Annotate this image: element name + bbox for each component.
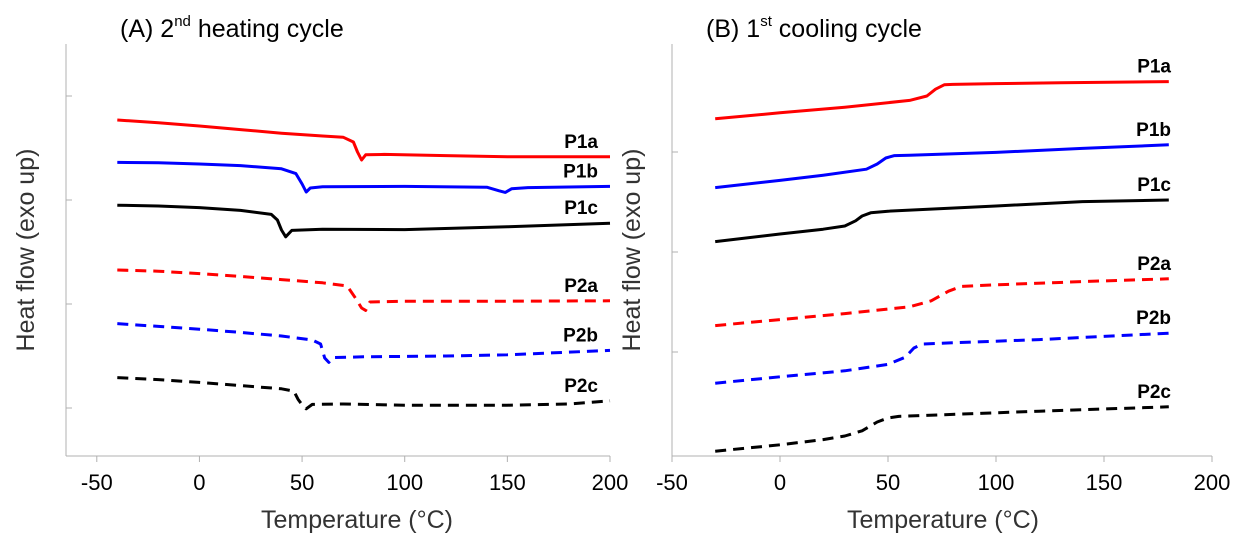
panel-a-heating-chart: (A) 2nd heating cycle -50 0 50 100 150 200 P1… xyxy=(12,13,628,534)
series-line-p2a xyxy=(715,277,1169,328)
panel-a-y-axis-label: Heat flow (exo up) xyxy=(12,149,40,352)
panel-a-x-tick-label: 150 xyxy=(489,470,526,495)
panel-b-series: P1a P1b P1c P2a P2b P2c xyxy=(715,57,1171,453)
panel-a-x-ticks: -50 0 50 100 150 200 xyxy=(81,456,628,495)
panel-a-x-tick-label: -50 xyxy=(81,470,113,495)
panel-a-series: P1a P1b P1c P2a P2b P2c xyxy=(117,118,611,411)
series-line-p2b xyxy=(715,331,1169,385)
series-line-p1c xyxy=(715,198,1169,244)
series-label-p2b: P2b xyxy=(1136,308,1171,329)
panel-b-x-tick-label: 0 xyxy=(774,470,786,495)
panel-b-x-tick-label: 50 xyxy=(876,470,900,495)
panel-a-x-tick-label: 200 xyxy=(592,470,629,495)
series-label-p2a: P2a xyxy=(564,276,598,297)
series-line-p1a xyxy=(117,118,610,162)
series-line-p1c xyxy=(117,203,611,239)
series-line-p1b xyxy=(715,143,1169,190)
panel-a-x-axis-label: Temperature (°C) xyxy=(261,506,453,534)
panel-b-x-ticks: -50 0 50 100 150 200 xyxy=(656,456,1230,495)
panel-b-title: (B) 1st cooling cycle xyxy=(706,13,922,43)
series-line-p2a xyxy=(117,268,611,312)
panel-a-axes xyxy=(65,44,610,457)
panel-a-title: (A) 2nd heating cycle xyxy=(120,13,344,43)
panel-a-y-ticks xyxy=(66,95,72,409)
panel-a-x-tick-label: 50 xyxy=(290,470,314,495)
panel-b-axes xyxy=(671,44,1212,457)
series-line-p2c xyxy=(117,376,611,411)
series-label-p2a: P2a xyxy=(1137,254,1171,275)
panel-b-y-ticks xyxy=(672,151,678,353)
panel-b-y-axis-label: Heat flow (exo up) xyxy=(618,149,646,352)
series-label-p2c: P2c xyxy=(564,376,598,397)
panel-b-cooling-chart: (B) 1st cooling cycle -50 0 50 100 150 200 P1… xyxy=(618,13,1230,534)
series-line-p2c xyxy=(715,405,1169,453)
series-line-p2b xyxy=(117,322,611,364)
series-label-p1c: P1c xyxy=(1137,175,1171,196)
series-label-p1c: P1c xyxy=(564,198,598,219)
series-label-p1b: P1b xyxy=(563,161,598,182)
panel-b-x-tick-label: 200 xyxy=(1194,470,1231,495)
panel-b-x-tick-label: 150 xyxy=(1086,470,1123,495)
panel-b-x-axis-label: Temperature (°C) xyxy=(847,506,1039,534)
series-label-p1a: P1a xyxy=(564,132,598,153)
series-label-p1a: P1a xyxy=(1137,57,1171,78)
panel-a-x-tick-label: 100 xyxy=(386,470,423,495)
series-label-p1b: P1b xyxy=(1136,120,1171,141)
panel-b-x-tick-label: 100 xyxy=(978,470,1015,495)
panel-a-x-tick-label: 0 xyxy=(193,470,205,495)
series-label-p2b: P2b xyxy=(563,325,598,346)
series-line-p1a xyxy=(715,80,1169,121)
series-label-p2c: P2c xyxy=(1137,382,1171,403)
series-line-p1b xyxy=(117,160,611,194)
panel-b-x-tick-label: -50 xyxy=(656,470,688,495)
